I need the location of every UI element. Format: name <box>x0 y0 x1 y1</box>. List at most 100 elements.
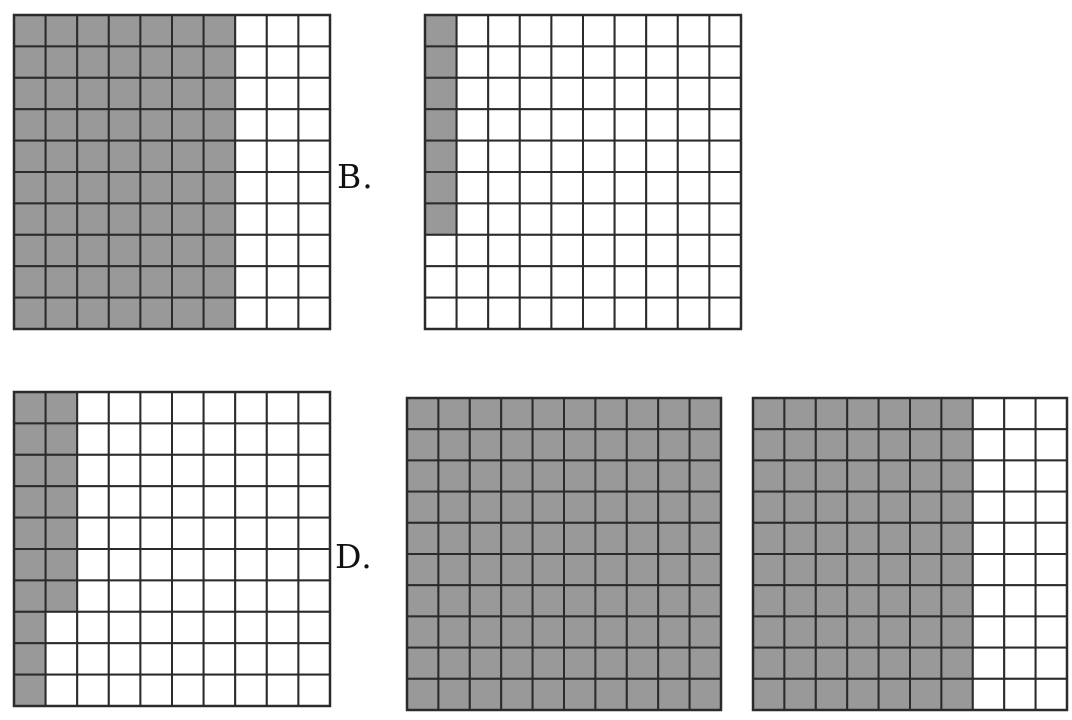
shaded-cell <box>625 615 660 649</box>
unshaded-cell <box>297 76 331 111</box>
grid-border <box>12 13 332 331</box>
unshaded-cell <box>455 171 490 205</box>
unshaded-cell <box>582 108 616 142</box>
shaded-cell <box>657 397 691 431</box>
shaded-cell <box>563 428 597 462</box>
unshaded-cell <box>971 584 1006 618</box>
shaded-cell <box>406 677 440 711</box>
shaded-cell <box>846 521 880 556</box>
unshaded-cell <box>971 677 1006 711</box>
unshaded-cell <box>582 139 616 173</box>
unshaded-cell <box>582 296 616 331</box>
shaded-cell <box>406 459 440 493</box>
shaded-cell <box>202 76 237 111</box>
shaded-cell <box>909 677 943 711</box>
unshaded-cell <box>487 296 521 331</box>
unshaded-cell <box>107 391 142 425</box>
shaded-cell <box>44 233 79 268</box>
shaded-cell <box>940 521 974 556</box>
shaded-cell <box>877 615 911 649</box>
shaded-cell <box>752 428 786 462</box>
unshaded-cell <box>234 516 268 550</box>
shaded-cell <box>44 14 79 48</box>
shaded-cell <box>877 428 911 462</box>
unshaded-cell <box>297 265 331 299</box>
unshaded-cell <box>550 76 585 111</box>
shaded-cell <box>13 516 47 550</box>
unshaded-cell <box>455 296 490 331</box>
shaded-cell <box>940 490 974 524</box>
unshaded-cell <box>107 579 142 613</box>
shaded-cell <box>44 171 79 205</box>
shaded-cell <box>940 584 974 618</box>
shaded-cell <box>752 459 786 493</box>
shaded-cell <box>500 553 534 587</box>
shaded-cell <box>171 108 205 142</box>
shaded-cell <box>44 76 79 111</box>
unshaded-cell <box>202 579 237 613</box>
unshaded-cell <box>76 453 110 488</box>
unshaded-cell <box>550 171 585 205</box>
unshaded-cell <box>1003 521 1037 556</box>
unshaded-cell <box>202 548 237 582</box>
shaded-cell <box>13 453 47 488</box>
unshaded-cell <box>645 14 679 48</box>
unshaded-cell <box>424 265 458 299</box>
shaded-cell <box>202 14 237 48</box>
unshaded-cell <box>171 579 205 613</box>
unshaded-cell <box>1034 677 1069 711</box>
unshaded-cell <box>455 233 490 268</box>
shaded-cell <box>783 584 817 618</box>
shaded-cell <box>563 490 597 524</box>
shaded-cell <box>846 677 880 711</box>
shaded-cell <box>594 677 628 711</box>
shaded-cell <box>468 584 503 618</box>
shaded-cell <box>13 202 47 236</box>
unshaded-cell <box>518 76 553 111</box>
shaded-cell <box>814 521 849 556</box>
unshaded-cell <box>971 490 1006 524</box>
shaded-cell <box>625 397 660 431</box>
unshaded-cell <box>234 76 268 111</box>
unshaded-cell <box>487 233 521 268</box>
shaded-cell <box>171 171 205 205</box>
unshaded-cell <box>455 14 490 48</box>
shaded-cell <box>877 521 911 556</box>
shaded-cell <box>107 14 142 48</box>
shaded-cell <box>783 615 817 649</box>
shaded-cell <box>500 428 534 462</box>
unshaded-cell <box>265 45 300 79</box>
unshaded-cell <box>234 233 268 268</box>
shaded-cell <box>657 553 691 587</box>
shaded-cell <box>437 397 471 431</box>
shaded-cell <box>13 265 47 299</box>
unshaded-cell <box>234 202 268 236</box>
unshaded-cell <box>518 202 553 236</box>
unshaded-cell <box>645 45 679 79</box>
shaded-cell <box>594 646 628 680</box>
shaded-cell <box>139 233 174 268</box>
unshaded-cell <box>234 391 268 425</box>
unshaded-cell <box>645 265 679 299</box>
unshaded-cell <box>297 453 331 488</box>
shaded-cell <box>76 296 110 331</box>
shaded-cell <box>531 646 565 680</box>
shaded-cell <box>171 14 205 48</box>
unshaded-cell <box>971 397 1006 431</box>
shaded-cell <box>625 553 660 587</box>
shaded-cell <box>531 584 565 618</box>
unshaded-cell <box>297 139 331 173</box>
grid-border <box>423 13 743 331</box>
shaded-cell <box>107 202 142 236</box>
shaded-cell <box>44 485 79 519</box>
unshaded-cell <box>550 202 585 236</box>
unshaded-cell <box>265 171 300 205</box>
shaded-cell <box>202 265 237 299</box>
shaded-cell <box>13 296 47 331</box>
unshaded-cell <box>265 233 300 268</box>
shaded-cell <box>531 615 565 649</box>
shaded-cell <box>688 490 723 524</box>
shaded-cell <box>783 428 817 462</box>
unshaded-cell <box>1003 646 1037 680</box>
shaded-cell <box>139 171 174 205</box>
